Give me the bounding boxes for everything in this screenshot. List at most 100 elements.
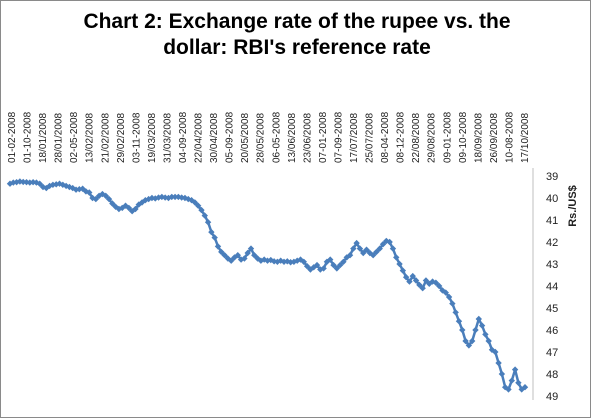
- data-point-marker: [396, 260, 403, 268]
- data-point-marker: [498, 370, 506, 378]
- data-point-marker: [422, 277, 430, 284]
- data-point-marker: [521, 384, 529, 391]
- y-tick-label: 40: [546, 193, 558, 205]
- data-point-marker: [227, 257, 235, 264]
- data-point-marker: [508, 377, 515, 384]
- data-point-marker: [194, 202, 202, 209]
- data-point-marker: [416, 281, 423, 289]
- data-point-marker: [482, 331, 489, 338]
- x-tick-label: 18/09/2008: [473, 113, 484, 163]
- x-tick-label: 07-09-2008: [333, 111, 344, 163]
- x-tick-label: 03-11-2008: [131, 112, 142, 163]
- data-point-marker: [419, 285, 426, 292]
- x-tick-label: 09-01-2008: [442, 111, 453, 163]
- data-point-marker: [175, 193, 182, 201]
- data-point-marker: [208, 228, 215, 236]
- chart-title-line-1: Chart 2: Exchange rate of the rupee vs. …: [83, 10, 510, 33]
- data-point-marker: [171, 193, 179, 201]
- y-tick-label: 49: [546, 391, 558, 403]
- y-axis-title: Rs./US$: [567, 185, 579, 227]
- data-point-marker: [333, 265, 341, 272]
- data-point-marker: [125, 204, 133, 212]
- data-point-marker: [376, 245, 383, 252]
- y-tick-label: 42: [546, 237, 558, 249]
- x-tick-label: 08-12-2008: [396, 111, 407, 163]
- data-point-marker: [86, 189, 93, 196]
- data-point-marker: [399, 267, 407, 274]
- data-point-marker: [39, 183, 47, 191]
- x-tick-label: 13/02/2008: [85, 113, 96, 163]
- data-point-marker: [442, 289, 449, 296]
- data-point-marker: [432, 279, 440, 286]
- data-point-marker: [492, 348, 499, 356]
- data-markers: [6, 178, 529, 393]
- data-point-marker: [356, 245, 364, 252]
- data-point-marker: [373, 248, 380, 256]
- data-point-marker: [346, 252, 354, 259]
- data-point-marker: [369, 252, 377, 259]
- data-point-marker: [462, 337, 469, 345]
- x-tick-label: 28/01/2008: [54, 113, 65, 163]
- data-point-marker: [360, 249, 367, 257]
- data-point-marker: [511, 366, 519, 373]
- y-tick-label: 44: [546, 281, 558, 293]
- x-tick-label: 01-02-2008: [7, 111, 18, 163]
- x-tick-label: 22/04/2008: [194, 113, 205, 163]
- x-tick-label: 19/03/2008: [147, 113, 158, 163]
- data-point-marker: [330, 261, 337, 269]
- data-point-marker: [363, 246, 370, 253]
- data-point-marker: [198, 206, 205, 214]
- data-point-marker: [485, 337, 492, 345]
- data-point-marker: [327, 256, 334, 263]
- y-tick-label: 41: [546, 215, 558, 227]
- x-tick-label: 13/06/2008: [287, 113, 298, 163]
- x-tick-label: 23/06/2008: [302, 113, 313, 163]
- data-point-marker: [303, 263, 311, 270]
- data-point-marker: [459, 326, 466, 334]
- data-point-marker: [468, 337, 476, 345]
- chart-title-line-2: dollar: RBI's reference rate: [163, 36, 431, 59]
- data-point-marker: [472, 326, 479, 334]
- data-point-marker: [406, 278, 413, 285]
- x-tick-label: 29/08/2008: [427, 113, 438, 163]
- data-point-marker: [389, 245, 397, 252]
- x-tick-label: 29/02/2008: [116, 113, 127, 163]
- data-point-marker: [181, 194, 189, 202]
- data-point-marker: [115, 205, 123, 213]
- data-point-marker: [340, 258, 347, 265]
- data-point-marker: [393, 254, 400, 261]
- data-point-marker: [214, 243, 222, 250]
- data-point-marker: [29, 178, 37, 186]
- x-tick-label: 20/05/2008: [240, 113, 251, 163]
- data-point-marker: [475, 315, 482, 323]
- x-tick-label: 31/03/2008: [162, 113, 173, 163]
- x-tick-label: 17/07/2008: [349, 113, 360, 163]
- x-tick-label: 17/10/2008: [520, 113, 531, 163]
- x-tick-label: 18/01/2008: [38, 113, 49, 163]
- x-tick-label: 05-09-2008: [225, 111, 236, 163]
- data-point-marker: [105, 195, 113, 203]
- data-point-marker: [495, 359, 502, 367]
- data-point-marker: [211, 234, 218, 241]
- data-point-marker: [234, 252, 241, 259]
- x-tick-label: 08-04-2008: [380, 111, 391, 163]
- data-point-marker: [66, 183, 73, 191]
- x-tick-label: 07-01-2008: [318, 111, 329, 163]
- y-tick-label: 47: [546, 347, 558, 359]
- data-point-marker: [251, 252, 258, 259]
- data-point-marker: [465, 342, 473, 349]
- data-point-marker: [445, 293, 453, 301]
- data-point-marker: [515, 379, 522, 386]
- data-point-marker: [320, 265, 327, 272]
- data-point-marker: [36, 180, 43, 187]
- data-point-marker: [313, 261, 321, 269]
- data-point-marker: [204, 219, 212, 226]
- x-tick-label: 25/07/2008: [365, 113, 376, 163]
- data-point-marker: [165, 194, 172, 202]
- data-point-marker: [244, 249, 251, 257]
- data-point-marker: [300, 258, 308, 265]
- data-point-marker: [152, 195, 159, 202]
- data-point-marker: [247, 245, 255, 252]
- data-point-marker: [20, 178, 27, 186]
